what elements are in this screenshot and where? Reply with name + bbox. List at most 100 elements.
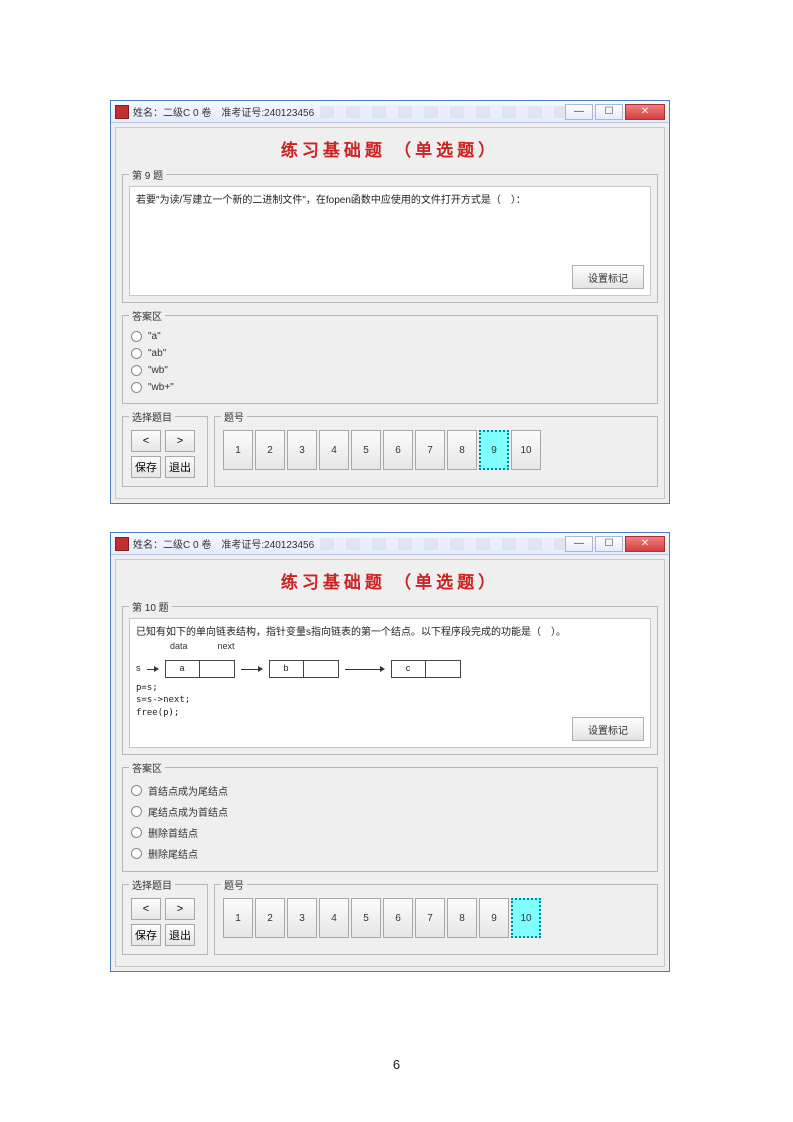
nav-buttons: <>保存退出	[129, 896, 201, 948]
code-line: s=s->next;	[136, 694, 644, 707]
page-number: 6	[0, 1057, 793, 1072]
nav-button[interactable]: <	[131, 430, 161, 452]
answer-option[interactable]: 首结点成为尾结点	[131, 783, 649, 798]
app-icon	[115, 537, 129, 551]
answer-option[interactable]: "a"	[131, 331, 649, 342]
ll-node: c	[391, 660, 461, 678]
question-number-button[interactable]: 2	[255, 430, 285, 470]
maximize-button[interactable]: ☐	[595, 536, 623, 552]
question-number-button[interactable]: 7	[415, 430, 445, 470]
inner-panel: 练习基础题 （单选题） 第 10 题 已知有如下的单向链表结构，指针变量s指向链…	[115, 559, 665, 967]
app-icon	[115, 105, 129, 119]
question-fieldset: 第 10 题 已知有如下的单向链表结构，指针变量s指向链表的第一个结点。以下程序…	[122, 599, 658, 755]
question-number-button[interactable]: 8	[447, 430, 477, 470]
nav-fieldset: 选择题目 <>保存退出	[122, 877, 208, 955]
answer-option[interactable]: "wb+"	[131, 382, 649, 393]
answer-option[interactable]: 尾结点成为首结点	[131, 804, 649, 819]
mark-button[interactable]: 设置标记	[572, 717, 644, 741]
ll-node: a	[165, 660, 235, 678]
question-number-button[interactable]: 10	[511, 430, 541, 470]
maximize-button[interactable]: ☐	[595, 104, 623, 120]
answer-label: "a"	[148, 331, 161, 342]
nav-fieldset: 选择题目 <>保存退出	[122, 409, 208, 487]
window-title: 姓名：二级C 0 卷 准考证号:240123456	[133, 104, 314, 119]
radio-icon[interactable]	[131, 806, 142, 817]
titlebar: 姓名：二级C 0 卷 准考证号:240123456 — ☐ ✕	[111, 101, 669, 123]
question-text: 已知有如下的单向链表结构，指针变量s指向链表的第一个结点。以下程序段完成的功能是…	[136, 625, 644, 640]
mark-button[interactable]: 设置标记	[572, 265, 644, 289]
question-number-button[interactable]: 2	[255, 898, 285, 938]
close-button[interactable]: ✕	[625, 104, 665, 120]
nav-button[interactable]: 保存	[131, 924, 161, 946]
answer-option[interactable]: "ab"	[131, 348, 649, 359]
minimize-button[interactable]: —	[565, 104, 593, 120]
question-number-button[interactable]: 1	[223, 898, 253, 938]
radio-icon[interactable]	[131, 331, 142, 342]
window-title: 姓名：二级C 0 卷 准考证号:240123456	[133, 536, 314, 551]
qnum-legend: 题号	[221, 409, 247, 424]
nav-button[interactable]: 退出	[165, 456, 195, 478]
answers-fieldset: 答案区 "a" "ab" "wb" "wb+"	[122, 308, 658, 404]
answer-label: 首结点成为尾结点	[148, 783, 228, 798]
question-legend: 第 9 题	[129, 167, 166, 182]
question-legend: 第 10 题	[129, 599, 172, 614]
question-number-button[interactable]: 5	[351, 898, 381, 938]
question-number-button[interactable]: 8	[447, 898, 477, 938]
answers-fieldset: 答案区 首结点成为尾结点尾结点成为首结点删除首结点删除尾结点	[122, 760, 658, 872]
question-number-button[interactable]: 10	[511, 898, 541, 938]
nav-legend: 选择题目	[129, 877, 175, 892]
question-number-button[interactable]: 6	[383, 430, 413, 470]
question-number-button[interactable]: 4	[319, 898, 349, 938]
question-number-button[interactable]: 5	[351, 430, 381, 470]
nav-button[interactable]: 退出	[165, 924, 195, 946]
radio-icon[interactable]	[131, 827, 142, 838]
window-controls: — ☐ ✕	[565, 536, 665, 552]
ll-label-data: data	[170, 640, 188, 654]
nav-button[interactable]: 保存	[131, 456, 161, 478]
exam-window-1: 姓名：二级C 0 卷 准考证号:240123456 — ☐ ✕ 练习基础题 （单…	[110, 100, 670, 504]
title-blur	[320, 538, 565, 550]
question-text-box: 已知有如下的单向链表结构，指针变量s指向链表的第一个结点。以下程序段完成的功能是…	[129, 618, 651, 748]
arrow-icon	[241, 664, 263, 674]
question-number-button[interactable]: 3	[287, 898, 317, 938]
qnum-row: 12345678910	[221, 896, 651, 940]
question-number-button[interactable]: 7	[415, 898, 445, 938]
qnum-row: 12345678910	[221, 428, 651, 472]
code-line: p=s;	[136, 682, 644, 695]
answer-option[interactable]: 删除尾结点	[131, 846, 649, 861]
qnum-fieldset: 题号 12345678910	[214, 409, 658, 487]
answers-legend: 答案区	[129, 308, 165, 323]
question-number-button[interactable]: 9	[479, 898, 509, 938]
question-number-button[interactable]: 4	[319, 430, 349, 470]
answer-option[interactable]: 删除首结点	[131, 825, 649, 840]
answer-label: 删除尾结点	[148, 846, 198, 861]
radio-icon[interactable]	[131, 848, 142, 859]
minimize-button[interactable]: —	[565, 536, 593, 552]
radio-icon[interactable]	[131, 785, 142, 796]
answer-label: "ab"	[148, 348, 166, 359]
arrow-icon	[147, 664, 159, 674]
answers-list: "a" "ab" "wb" "wb+"	[129, 327, 651, 397]
question-number-button[interactable]: 6	[383, 898, 413, 938]
ll-label-next: next	[218, 640, 235, 654]
question-number-button[interactable]: 1	[223, 430, 253, 470]
nav-button[interactable]: <	[131, 898, 161, 920]
answers-legend: 答案区	[129, 760, 165, 775]
question-number-button[interactable]: 3	[287, 430, 317, 470]
radio-icon[interactable]	[131, 382, 142, 393]
bottom-row: 选择题目 <>保存退出 题号 12345678910	[122, 877, 658, 960]
answer-option[interactable]: "wb"	[131, 365, 649, 376]
page-heading: 练习基础题 （单选题）	[122, 132, 658, 167]
question-number-button[interactable]: 9	[479, 430, 509, 470]
window-controls: — ☐ ✕	[565, 104, 665, 120]
titlebar: 姓名：二级C 0 卷 准考证号:240123456 — ☐ ✕	[111, 533, 669, 555]
close-button[interactable]: ✕	[625, 536, 665, 552]
radio-icon[interactable]	[131, 348, 142, 359]
nav-button[interactable]: >	[165, 898, 195, 920]
qnum-fieldset: 题号 12345678910	[214, 877, 658, 955]
title-blur	[320, 106, 565, 118]
nav-button[interactable]: >	[165, 430, 195, 452]
ll-column-labels: data next	[170, 640, 644, 654]
page-heading: 练习基础题 （单选题）	[122, 564, 658, 599]
radio-icon[interactable]	[131, 365, 142, 376]
